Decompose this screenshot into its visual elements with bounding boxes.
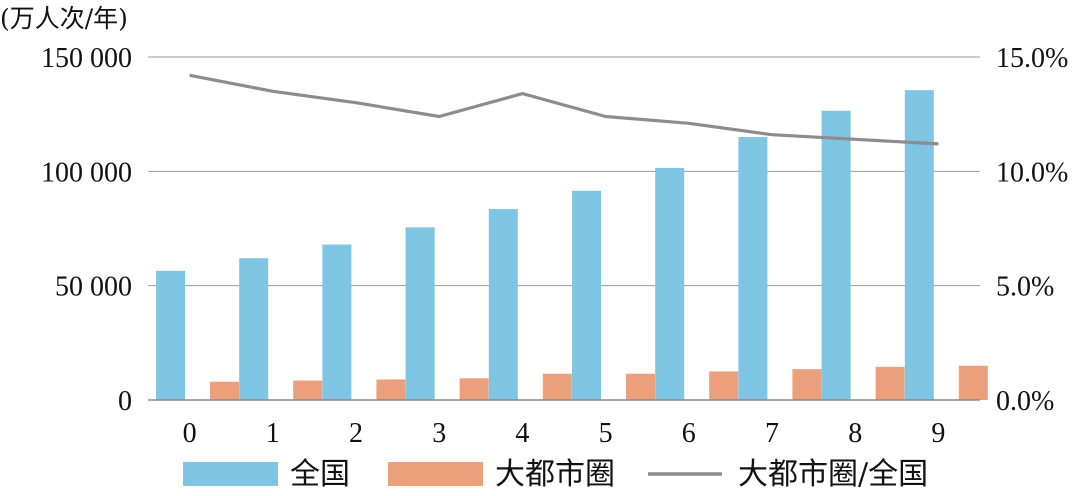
bar-national — [239, 258, 269, 400]
right-tick-label: 10.0% — [996, 157, 1068, 188]
x-axis-tick-labels: 0 1 2 3 4 5 6 7 8 9 — [183, 418, 946, 449]
legend-label-ratio: 大都市圈/全国 — [738, 457, 928, 492]
bar-national — [322, 244, 352, 400]
legend: 全国 大都市圈 大都市圈/全国 — [183, 457, 928, 492]
bar-metro — [459, 378, 489, 400]
legend-label-metro: 大都市圈 — [495, 457, 615, 492]
bar-national — [821, 110, 851, 400]
legend-swatch-national — [183, 462, 278, 486]
left-tick-label: 100 000 — [41, 157, 132, 188]
bar-national — [904, 90, 934, 400]
left-tick-label: 150 000 — [41, 43, 132, 74]
legend-swatch-metro — [388, 462, 483, 486]
bar-national — [488, 209, 518, 400]
ratio-line — [189, 73, 939, 146]
x-tick-label: 9 — [931, 418, 945, 449]
bar-metro — [210, 381, 239, 400]
bar-national — [572, 190, 601, 400]
legend-label-national: 全国 — [290, 457, 350, 492]
line-series — [189, 73, 939, 146]
bar-series — [156, 90, 988, 401]
x-tick-label: 6 — [682, 418, 696, 449]
bar-metro — [542, 373, 572, 400]
bar-metro — [293, 380, 323, 400]
x-tick-label: 5 — [599, 418, 613, 449]
x-tick-label: 0 — [183, 418, 197, 449]
bar-metro — [958, 365, 988, 400]
bar-national — [405, 227, 435, 400]
left-axis-tick-labels: 0 50 000 100 000 150 000 — [41, 43, 132, 417]
bar-metro — [875, 366, 905, 400]
left-tick-label: 0 — [118, 386, 132, 417]
right-tick-label: 5.0% — [996, 272, 1054, 303]
x-tick-label: 1 — [266, 418, 280, 449]
x-tick-label: 7 — [765, 418, 779, 449]
right-axis-tick-labels: 0.0% 5.0% 10.0% 15.0% — [996, 43, 1068, 417]
x-tick-label: 8 — [848, 418, 862, 449]
bar-metro — [376, 379, 406, 400]
bar-metro — [709, 371, 739, 400]
bar-metro — [626, 373, 655, 400]
x-tick-label: 3 — [432, 418, 446, 449]
bar-metro — [792, 369, 822, 400]
y-axis-unit-label: (万人次/年) — [0, 4, 128, 33]
right-tick-label: 15.0% — [996, 43, 1068, 74]
x-tick-label: 4 — [515, 418, 529, 449]
right-tick-label: 0.0% — [996, 386, 1054, 417]
left-tick-label: 50 000 — [55, 272, 132, 303]
bar-national — [156, 270, 185, 400]
x-tick-label: 2 — [349, 418, 363, 449]
bar-national — [738, 137, 768, 401]
bar-national — [655, 167, 685, 400]
